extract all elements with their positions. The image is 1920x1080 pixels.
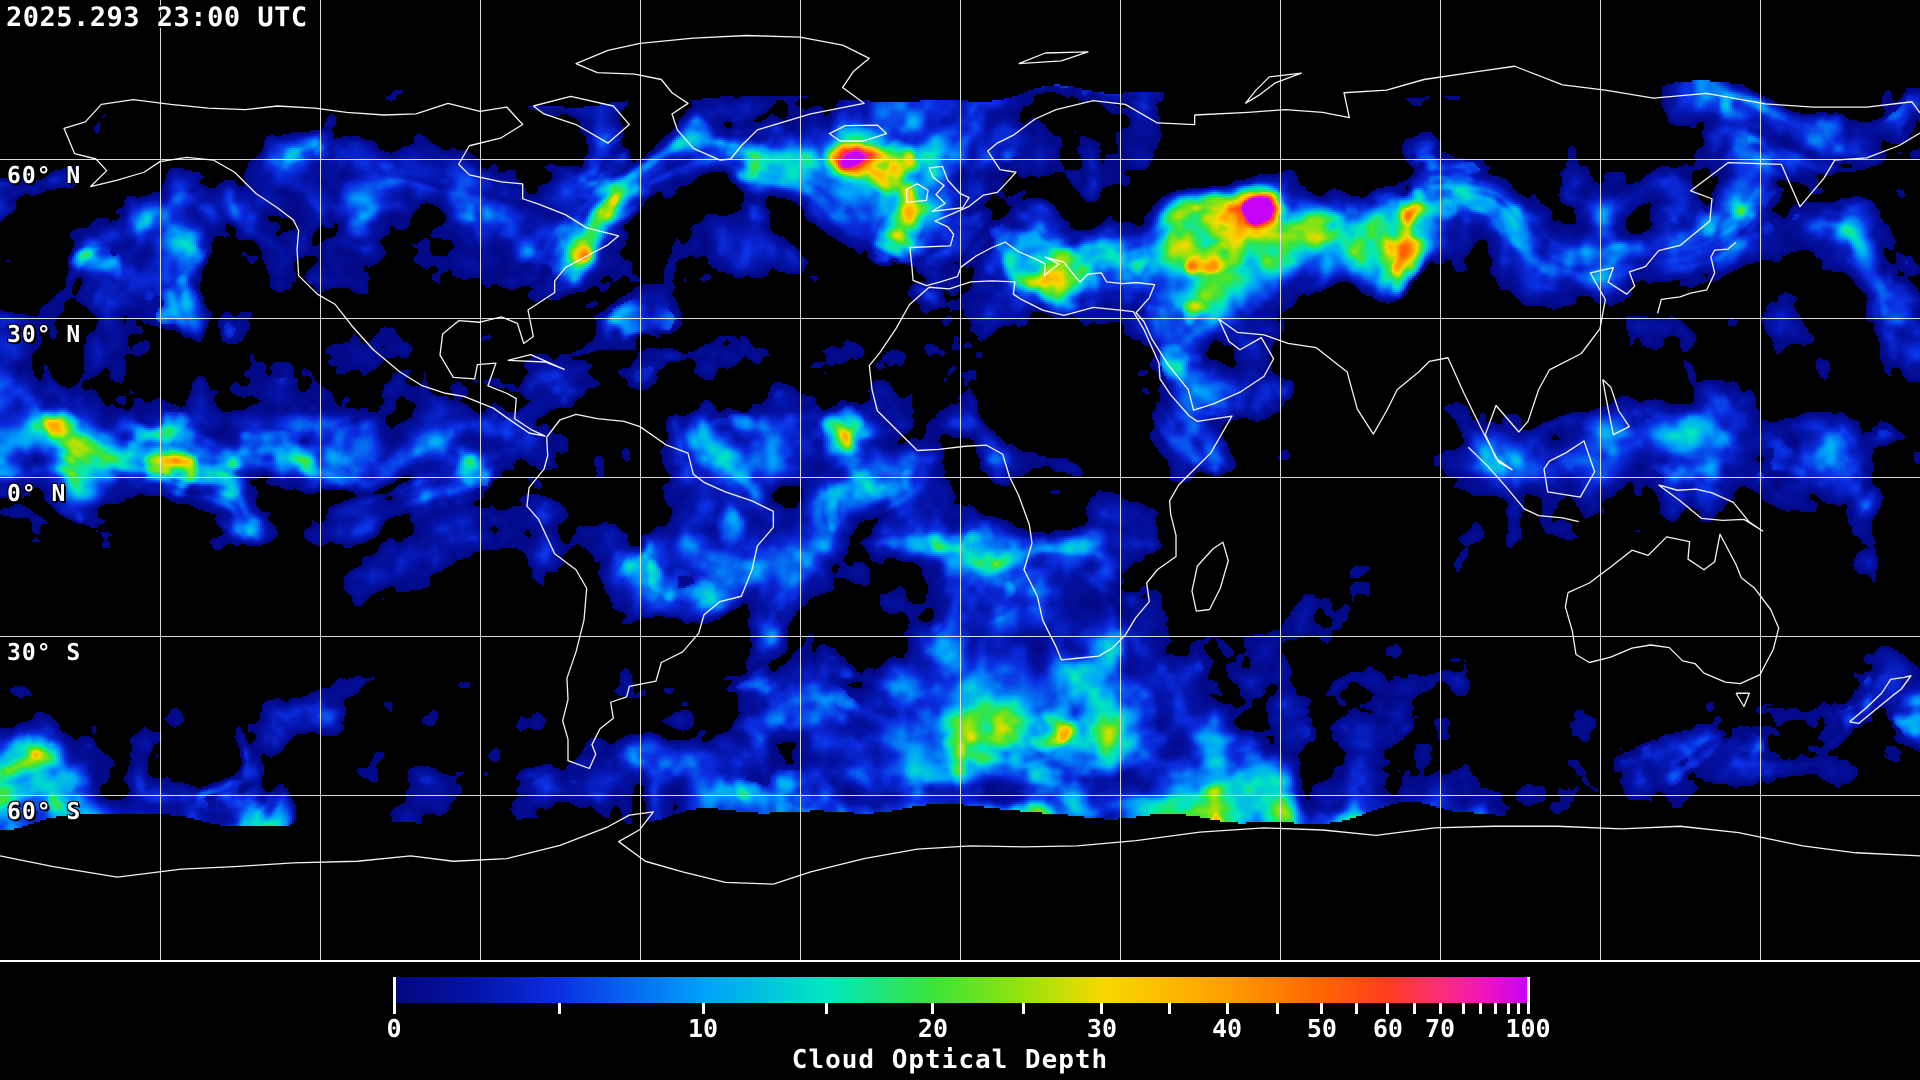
colorbar-tick (1355, 1003, 1359, 1014)
colorbar-tick (1021, 1003, 1025, 1014)
colorbar-tick (931, 1003, 935, 1014)
colorbar-tick (392, 977, 396, 1014)
latitude-label: 30° S (7, 640, 82, 666)
colorbar-tick (1276, 1003, 1280, 1014)
colorbar-tick-label: 60 (1372, 1014, 1403, 1043)
colorbar-tick-label: 30 (1086, 1014, 1117, 1043)
colorbar-tick (1461, 1003, 1465, 1014)
colorbar-tick (825, 1003, 829, 1014)
colorbar-tick (1320, 1003, 1324, 1014)
colorbar-tick (1413, 1003, 1417, 1014)
colorbar-tick-label: 100 (1505, 1014, 1551, 1043)
colorbar-tick (558, 1003, 562, 1014)
colorbar-tick (1225, 1003, 1229, 1014)
colorbar-tick (1506, 1003, 1510, 1014)
colorbar-tick (1516, 1003, 1520, 1014)
colorbar-tick-label: 20 (917, 1014, 949, 1043)
map-canvas (0, 0, 1920, 963)
colorbar-tick (701, 1003, 705, 1014)
colorbar-tick-label: 10 (687, 1014, 719, 1043)
colorbar-tick-label: 70 (1424, 1014, 1456, 1043)
timestamp-label: 2025.293 23:00 UTC (6, 2, 308, 33)
latitude-label: 60° S (7, 799, 82, 825)
colorbar-track (394, 977, 1528, 1003)
colorbar-title: Cloud Optical Depth (791, 1045, 1109, 1075)
latitude-label: 60° N (7, 163, 82, 189)
colorbar-tick-label: 50 (1306, 1014, 1337, 1043)
colorbar-tick (1493, 1003, 1497, 1014)
colorbar-tick (1100, 1003, 1104, 1014)
colorbar-tick (1478, 1003, 1482, 1014)
colorbar-tick (1168, 1003, 1172, 1014)
colorbar-tick (1438, 1003, 1442, 1014)
latitude-label: 30° N (7, 322, 82, 348)
colorbar-tick (1386, 1003, 1390, 1014)
colorbar: 0 10 20 30 40 50 60 70 100 (0, 0, 1920, 1043)
colorbar-tick-label: 40 (1211, 1014, 1243, 1043)
colorbar-tick (1526, 977, 1530, 1014)
latitude-label: 0° N (7, 481, 67, 507)
colorbar-tick-label: 0 (386, 1014, 402, 1043)
